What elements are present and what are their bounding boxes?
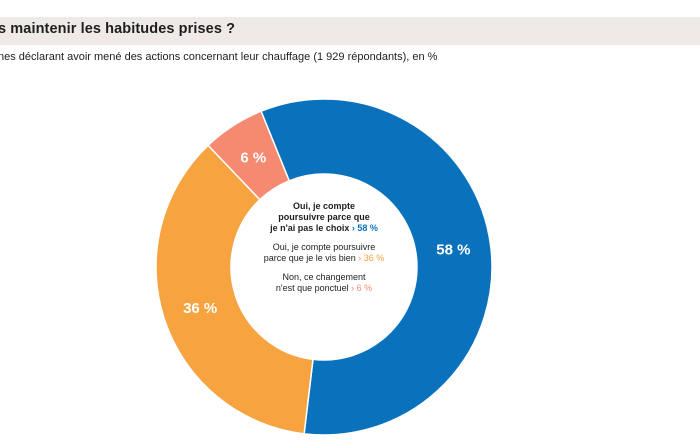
donut-slice-0 — [260, 98, 493, 436]
legend-line-0-0: Oui, je compte — [293, 201, 355, 211]
title-bar: s maintenir les habitudes prises ? — [0, 17, 700, 45]
chart-subtitle: nes déclarant avoir mené des actions con… — [0, 51, 438, 63]
donut-slice-2 — [207, 110, 291, 201]
legend-line-2-1: n'est que ponctuel › 6 % — [276, 283, 372, 293]
slice-value-label-0: 58 % — [436, 242, 470, 259]
legend-line-2-0: Non, ce changement — [282, 272, 366, 282]
legend-line-1-0: Oui, je compte poursuivre — [273, 242, 376, 252]
chart-title: s maintenir les habitudes prises ? — [0, 21, 236, 37]
legend-value-2: › 6 % — [349, 283, 373, 293]
legend-value-0: › 58 % — [349, 223, 378, 233]
slice-value-label-1: 36 % — [183, 300, 217, 317]
legend-line-1-1: parce que je le vis bien › 36 % — [264, 253, 385, 263]
legend-line-0-1: poursuivre parce que — [278, 212, 370, 222]
legend-line-0-2: je n'ai pas le choix › 58 % — [269, 223, 378, 233]
slice-value-label-2: 6 % — [240, 149, 266, 166]
donut-slice-1 — [155, 144, 314, 435]
legend-value-1: › 36 % — [356, 253, 385, 263]
